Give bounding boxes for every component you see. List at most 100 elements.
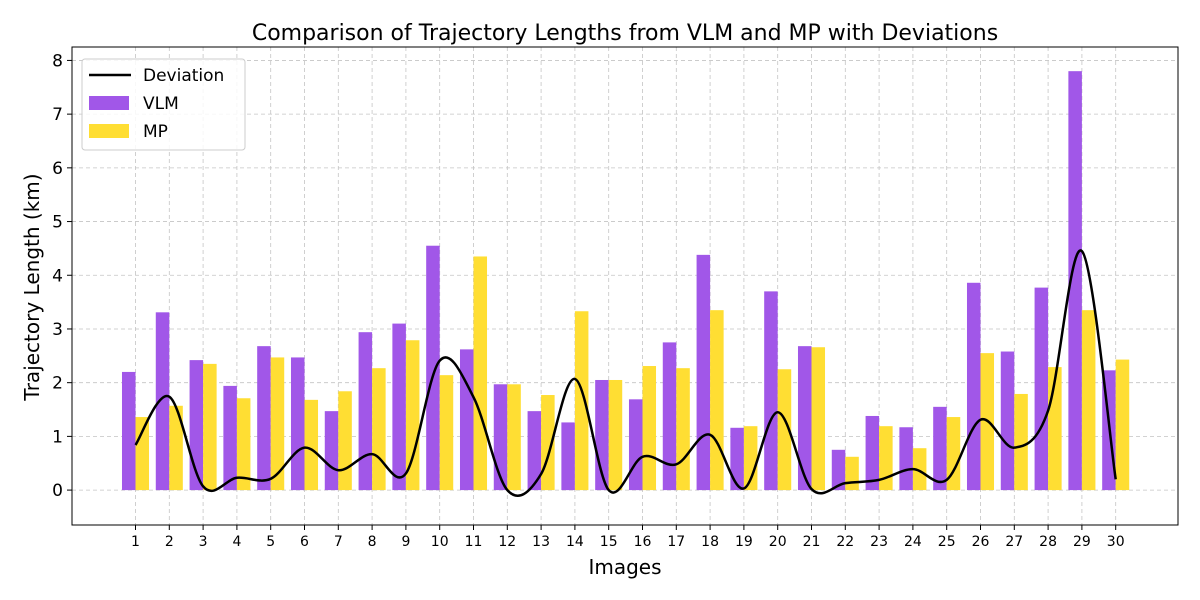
y-tick-label: 0 bbox=[52, 481, 63, 501]
bar-vlm bbox=[358, 332, 373, 491]
bar-mp bbox=[642, 366, 657, 491]
bar-vlm bbox=[459, 349, 474, 491]
y-ticks: 0 1 2 3 4 5 6 7 8 bbox=[52, 51, 72, 501]
x-tick-label: 23 bbox=[870, 534, 888, 550]
bar-vlm bbox=[1000, 351, 1015, 491]
y-tick-label: 7 bbox=[52, 105, 63, 125]
bar-mp bbox=[811, 347, 826, 491]
bar-mp bbox=[338, 391, 352, 491]
x-tick-label: 14 bbox=[566, 534, 584, 550]
x-tick-label: 27 bbox=[1005, 534, 1023, 550]
bar-mp bbox=[608, 379, 623, 491]
y-tick-label: 5 bbox=[52, 213, 63, 233]
x-tick-label: 10 bbox=[431, 534, 449, 550]
legend-swatch-vlm bbox=[89, 96, 129, 110]
y-axis-label: Trajectory Length (km) bbox=[20, 173, 44, 401]
bar-vlm bbox=[324, 411, 339, 491]
bar-vlm bbox=[764, 291, 778, 491]
x-tick-label: 6 bbox=[300, 534, 309, 550]
bar-mp bbox=[507, 384, 521, 491]
bar-vlm bbox=[628, 399, 643, 491]
bar-vlm bbox=[155, 312, 170, 491]
bar-mp bbox=[676, 368, 690, 491]
bars bbox=[121, 71, 1130, 491]
bar-vlm bbox=[730, 427, 744, 491]
x-ticks: 1 2 3 4 5 6 7 8 9 10 11 12 13 14 15 16 17 18 19 20 21 22 23 24 2… bbox=[131, 525, 1125, 550]
x-tick-label: 9 bbox=[401, 534, 410, 550]
bar-mp bbox=[743, 426, 758, 491]
bar-mp bbox=[304, 399, 319, 491]
x-tick-label: 11 bbox=[465, 534, 483, 550]
deviation-line-layer bbox=[134, 249, 1117, 497]
bar-vlm bbox=[561, 422, 575, 491]
bar-mp bbox=[946, 417, 961, 491]
x-tick-label: 22 bbox=[836, 534, 854, 550]
bar-vlm bbox=[290, 357, 305, 491]
x-tick-label: 1 bbox=[131, 534, 140, 550]
bar-mp bbox=[777, 369, 792, 491]
bar-vlm bbox=[696, 254, 711, 491]
bar-vlm bbox=[223, 385, 237, 491]
bar-mp bbox=[473, 256, 488, 491]
y-tick-label: 6 bbox=[52, 159, 63, 179]
x-tick-label: 12 bbox=[498, 534, 516, 550]
bar-mp bbox=[405, 340, 420, 491]
bar-vlm bbox=[966, 282, 981, 491]
bar-mp bbox=[879, 426, 893, 491]
x-tick-label: 15 bbox=[600, 534, 618, 550]
x-tick-label: 7 bbox=[334, 534, 343, 550]
bar-mp bbox=[236, 398, 251, 491]
bar-mp bbox=[845, 456, 859, 491]
bar-vlm bbox=[493, 384, 508, 491]
bar-vlm bbox=[933, 406, 947, 491]
legend-swatch-mp bbox=[89, 124, 129, 138]
bar-vlm bbox=[797, 346, 812, 491]
x-tick-label: 29 bbox=[1073, 534, 1091, 550]
bar-mp bbox=[439, 375, 454, 491]
legend-label-vlm: VLM bbox=[143, 94, 179, 114]
x-tick-label: 28 bbox=[1039, 534, 1057, 550]
x-tick-label: 30 bbox=[1107, 534, 1125, 550]
bar-vlm bbox=[831, 449, 846, 491]
bar-vlm bbox=[899, 427, 913, 491]
x-tick-label: 4 bbox=[232, 534, 241, 550]
x-tick-label: 25 bbox=[938, 534, 956, 550]
bar-mp bbox=[203, 363, 217, 491]
legend: Deviation VLM MP bbox=[81, 58, 246, 151]
bar-vlm bbox=[121, 371, 136, 491]
bar-vlm bbox=[865, 415, 880, 491]
bar-vlm bbox=[426, 245, 440, 491]
grid bbox=[72, 47, 1178, 525]
bar-vlm bbox=[527, 411, 542, 491]
x-tick-label: 17 bbox=[667, 534, 685, 550]
bar-mp bbox=[169, 405, 183, 491]
bar-vlm bbox=[257, 346, 271, 491]
bar-mp bbox=[1014, 393, 1028, 491]
x-tick-label: 16 bbox=[634, 534, 652, 550]
y-tick-label: 3 bbox=[52, 320, 63, 340]
deviation-line bbox=[134, 249, 1117, 497]
legend-label-deviation: Deviation bbox=[143, 66, 224, 86]
bar-vlm bbox=[392, 323, 406, 491]
bar-mp bbox=[270, 357, 285, 491]
x-tick-label: 13 bbox=[532, 534, 550, 550]
y-tick-label: 4 bbox=[52, 266, 63, 286]
y-tick-label: 8 bbox=[52, 51, 63, 71]
bar-mp bbox=[372, 368, 386, 491]
bar-vlm bbox=[1068, 71, 1082, 491]
y-tick-label: 1 bbox=[52, 427, 63, 447]
x-tick-label: 20 bbox=[769, 534, 787, 550]
y-tick-label: 2 bbox=[52, 374, 63, 394]
x-tick-label: 5 bbox=[266, 534, 275, 550]
x-tick-label: 2 bbox=[165, 534, 174, 550]
chart-title: Comparison of Trajectory Lengths from VL… bbox=[252, 21, 998, 46]
x-tick-label: 26 bbox=[972, 534, 990, 550]
bar-mp bbox=[710, 310, 724, 491]
x-tick-label: 8 bbox=[368, 534, 377, 550]
bar-vlm bbox=[189, 360, 204, 491]
bar-mp bbox=[912, 448, 927, 491]
bar-vlm bbox=[662, 342, 677, 491]
bar-mp bbox=[1081, 310, 1096, 491]
x-axis-label: Images bbox=[588, 555, 661, 579]
